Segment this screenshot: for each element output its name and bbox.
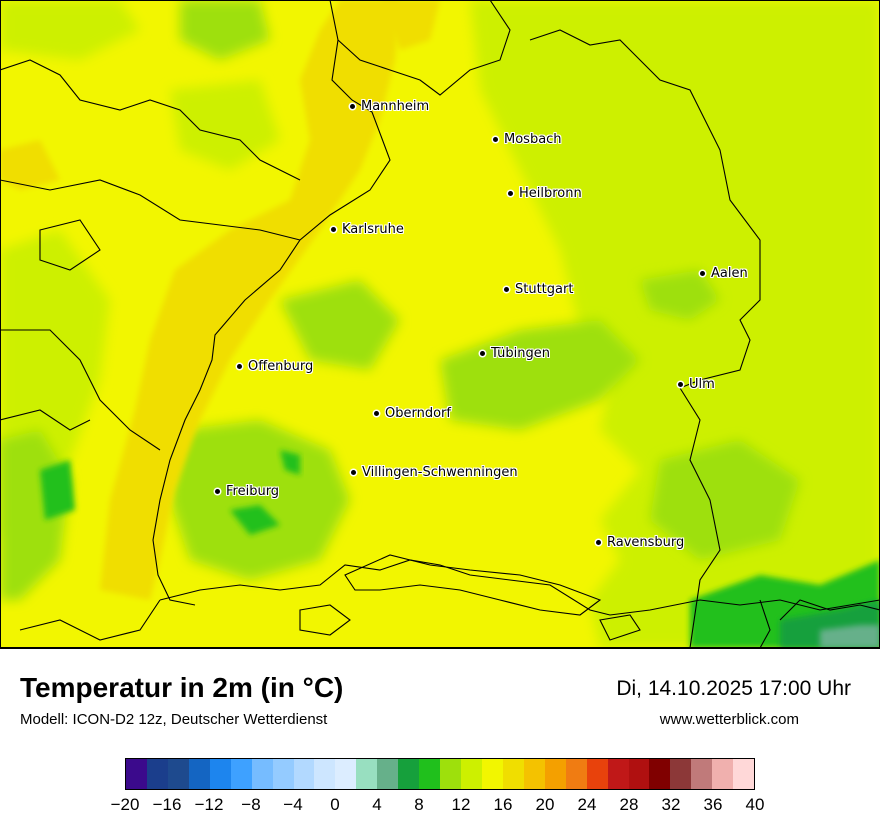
legend-swatch — [712, 759, 734, 789]
legend-swatch — [628, 759, 650, 789]
legend-swatch — [544, 759, 566, 789]
color-legend — [125, 758, 755, 790]
temperature-field — [0, 0, 880, 648]
legend-swatch — [461, 759, 482, 789]
city-marker-karlsruhe: Karlsruhe — [331, 222, 404, 237]
map-title: Temperatur in 2m (in °C) — [20, 672, 344, 703]
city-label: Oberndorf — [385, 406, 451, 421]
legend-swatch — [565, 759, 587, 789]
city-marker-freiburg: Freiburg — [215, 484, 279, 499]
legend-swatch — [230, 759, 252, 789]
city-label: Ulm — [689, 377, 715, 392]
legend-swatch — [293, 759, 315, 789]
city-marker-heilbronn: Heilbronn — [508, 186, 582, 201]
city-marker-offenburg: Offenburg — [237, 359, 313, 374]
city-label: Villingen-Schwenningen — [362, 465, 518, 480]
legend-swatch — [502, 759, 524, 789]
legend-tick-label: 16 — [493, 795, 513, 814]
legend-swatch — [377, 759, 399, 789]
legend-swatch — [314, 759, 336, 789]
legend-tick-label: 20 — [535, 795, 555, 814]
legend-tick-label: −20 — [110, 795, 140, 814]
legend-swatch — [146, 759, 168, 789]
city-dot-icon — [493, 137, 498, 142]
legend-swatch — [733, 759, 755, 789]
website-credit: www.wetterblick.com — [659, 711, 799, 728]
city-marker-aalen: Aalen — [700, 266, 748, 281]
legend-swatch — [607, 759, 629, 789]
legend-swatch — [335, 759, 357, 789]
legend-swatch — [167, 759, 189, 789]
model-source: Modell: ICON-D2 12z, Deutscher Wetterdie… — [20, 711, 328, 728]
legend-tick-label: 8 — [414, 795, 424, 814]
legend-tick-label: 0 — [330, 795, 340, 814]
city-dot-icon — [374, 411, 379, 416]
legend-tick-label: 40 — [745, 795, 765, 814]
city-marker-ravensburg: Ravensburg — [596, 535, 684, 550]
legend-swatch — [586, 759, 608, 789]
city-dot-icon — [508, 191, 513, 196]
legend-tick-label: 4 — [372, 795, 382, 814]
city-dot-icon — [331, 227, 336, 232]
city-label: Tübingen — [491, 346, 550, 361]
forecast-datetime: Di, 14.10.2025 17:00 Uhr — [616, 677, 851, 700]
city-marker-mannheim: Mannheim — [350, 99, 429, 114]
city-marker-oberndorf: Oberndorf — [374, 406, 451, 421]
city-dot-icon — [215, 489, 220, 494]
city-dot-icon — [596, 540, 601, 545]
legend-swatch — [649, 759, 671, 789]
city-marker-mosbach: Mosbach — [493, 132, 562, 147]
city-label: Aalen — [711, 266, 748, 281]
legend-swatch — [440, 759, 461, 789]
city-dot-icon — [678, 382, 683, 387]
city-dot-icon — [350, 104, 355, 109]
temperature-map: Mannheim Mosbach Heilbronn Karlsruhe Aal… — [0, 0, 880, 649]
city-label: Heilbronn — [519, 186, 582, 201]
city-dot-icon — [237, 364, 242, 369]
legend-swatch — [398, 759, 420, 789]
legend-swatch — [523, 759, 545, 789]
legend-swatch — [188, 759, 210, 789]
city-marker-tuebingen: Tübingen — [480, 346, 550, 361]
legend-tick-label: 32 — [661, 795, 681, 814]
legend-tick-label: −16 — [152, 795, 182, 814]
legend-tick-label: −4 — [283, 795, 303, 814]
legend-ticks: −20 −16 −12 −8 −4 0 4 8 12 16 20 24 28 32 36 40 — [111, 795, 765, 817]
city-label: Karlsruhe — [342, 222, 404, 237]
city-label: Mosbach — [504, 132, 562, 147]
legend-swatch — [272, 759, 294, 789]
legend-swatch — [209, 759, 231, 789]
legend-swatch — [251, 759, 273, 789]
legend-tick-label: −8 — [241, 795, 261, 814]
legend-tick-label: 36 — [703, 795, 723, 814]
city-dot-icon — [351, 470, 356, 475]
legend-swatch — [691, 759, 713, 789]
legend-tick-label: 28 — [619, 795, 639, 814]
legend-swatch — [481, 759, 503, 789]
legend-tick-label: 24 — [577, 795, 597, 814]
legend-swatch — [356, 759, 378, 789]
map-borders — [0, 0, 880, 648]
city-marker-villingen-schwenningen: Villingen-Schwenningen — [351, 465, 518, 480]
legend-tick-label: −12 — [194, 795, 224, 814]
city-label: Ravensburg — [607, 535, 685, 550]
city-label: Stuttgart — [515, 282, 574, 297]
city-label: Offenburg — [248, 359, 314, 374]
city-dot-icon — [504, 287, 509, 292]
city-dot-icon — [480, 351, 485, 356]
city-label: Freiburg — [226, 484, 280, 499]
legend-tick-label: 12 — [451, 795, 471, 814]
city-label: Mannheim — [361, 99, 430, 114]
legend-swatch — [419, 759, 441, 789]
city-marker-stuttgart: Stuttgart — [504, 282, 573, 297]
city-dot-icon — [700, 271, 705, 276]
city-marker-ulm: Ulm — [678, 377, 715, 392]
legend-swatch — [126, 759, 147, 789]
legend-swatch — [670, 759, 692, 789]
